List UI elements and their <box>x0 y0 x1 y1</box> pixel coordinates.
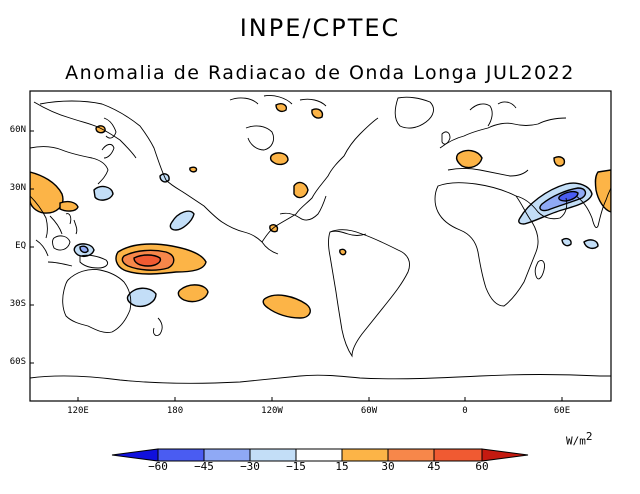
colorbar-upper-arrow <box>481 448 529 462</box>
coast-new-guinea <box>79 254 109 269</box>
colorbar-tick-label: 15 <box>335 460 349 473</box>
negative-anomaly-regions <box>73 173 599 308</box>
anomaly-tropical-pacific-core <box>133 254 162 267</box>
anomaly-central-pacific <box>169 210 195 231</box>
anomaly-north-america <box>293 181 309 199</box>
anomaly-asia-south <box>30 171 64 214</box>
map-layer <box>30 95 611 401</box>
anomaly-arctic-2 <box>311 108 324 119</box>
lat-label-30n: 30N <box>9 183 26 193</box>
coast-new-zealand <box>153 317 163 337</box>
coast-caribbean <box>329 230 367 236</box>
anomaly-hawaii-small <box>189 166 198 173</box>
colorbar-tick-label: 45 <box>427 460 441 473</box>
coast-north-america-east <box>261 117 379 243</box>
coast-hudson <box>245 125 275 151</box>
coast-java <box>47 261 73 267</box>
coast-madagascar <box>534 259 545 280</box>
coast-japan <box>101 143 115 159</box>
coast-north-america <box>39 100 279 255</box>
agency-title: INPE/CPTEC <box>239 14 401 42</box>
coast-arabia <box>515 195 568 220</box>
lat-label-eq: EQ <box>15 241 26 251</box>
coast-kamchatka <box>103 117 117 139</box>
coast-southeast-asia <box>30 195 63 239</box>
anomaly-australia-east <box>126 287 157 308</box>
anomaly-iran <box>553 156 566 167</box>
colorbar-tick-label: 60 <box>475 460 489 473</box>
anomaly-arctic-1 <box>275 103 288 113</box>
coast-scandinavia <box>469 101 517 127</box>
colorbar-tick-label: −15 <box>286 460 306 473</box>
lat-label-60n: 60N <box>9 125 26 135</box>
coast-arctic-islands <box>229 95 327 107</box>
lon-label-60w: 60W <box>360 406 378 416</box>
coast-sumatra <box>35 239 49 257</box>
coast-australia <box>62 269 132 333</box>
coast-africa <box>434 182 539 307</box>
anomaly-maritime-core <box>79 245 89 254</box>
map-frame <box>29 90 612 402</box>
lat-label-60s: 60S <box>9 357 26 367</box>
equator-tick-marks <box>30 130 563 401</box>
units-base: W/m <box>566 434 586 448</box>
anomaly-brazil-small <box>339 248 347 256</box>
anomaly-indian-ocean <box>583 239 599 250</box>
colorbar-tick-label: 30 <box>381 460 395 473</box>
coast-philippines <box>65 213 78 235</box>
lon-label-120e: 120E <box>67 406 89 416</box>
colorbar-tick-label: −30 <box>240 460 260 473</box>
colorbar-tick-label: −60 <box>148 460 168 473</box>
coast-gulf <box>279 195 327 221</box>
coast-antarctica <box>30 374 611 384</box>
coast-alaska <box>33 101 137 159</box>
anomaly-philippines <box>59 200 79 212</box>
lon-label-180: 180 <box>166 406 184 416</box>
colorbar-units: W/m2 <box>566 430 593 448</box>
colorbar <box>111 448 529 462</box>
coast-britain <box>441 131 451 145</box>
lon-label-60e: 60E <box>553 406 571 416</box>
coast-mediterranean <box>447 168 529 177</box>
lon-label-120w: 120W <box>261 406 283 416</box>
anomaly-europe <box>455 149 483 169</box>
coastlines <box>30 95 611 384</box>
anomaly-east-africa <box>561 237 572 247</box>
coast-greenland <box>394 96 434 129</box>
units-exponent: 2 <box>585 430 593 443</box>
anomaly-arabia-core <box>558 190 579 202</box>
coast-south-america <box>328 229 410 358</box>
anomaly-south-pacific <box>177 284 209 303</box>
lat-label-30s: 30S <box>9 299 26 309</box>
coast-east-asia <box>30 146 109 185</box>
anomaly-southeast-pacific <box>262 294 311 319</box>
coast-borneo <box>52 235 71 251</box>
coast-europe <box>439 117 567 149</box>
colorbar-tick-label: −45 <box>194 460 214 473</box>
positive-anomaly-regions <box>30 103 611 319</box>
map-title: Anomalia de Radiacao de Onda Longa JUL20… <box>65 62 575 84</box>
anomaly-india <box>594 169 611 213</box>
anomaly-north-pacific-west <box>93 185 114 201</box>
anomaly-north-pacific <box>269 152 289 166</box>
coast-india <box>575 187 611 229</box>
lon-label-0: 0 <box>462 406 468 416</box>
